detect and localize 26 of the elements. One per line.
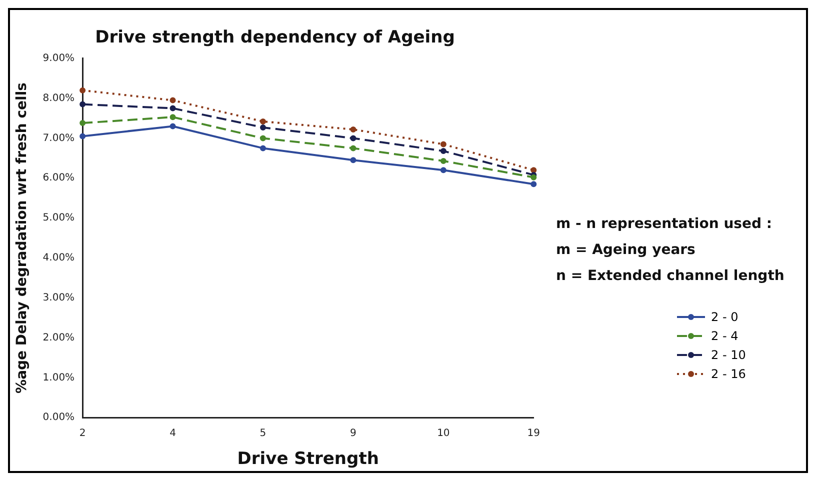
x-tick-label: 10 [437,428,450,440]
x-tick-label: 9 [350,428,356,440]
x-tick-label: 19 [527,428,540,440]
y-tick-label: 6.00% [42,172,75,184]
chart-title: Drive strength dependency of Ageing [95,28,455,48]
y-tick-label: 9.00% [42,52,75,64]
legend-label: 2 - 10 [711,348,746,362]
x-tick-label: 2 [79,428,86,440]
y-tick-label: 7.00% [42,132,75,144]
y-tick-label: 2.00% [42,332,75,344]
text: n = Extended channel length [556,268,784,284]
legend-label: 2 - 16 [711,366,746,380]
legend-label: 2 - 0 [711,310,738,324]
legend-label: 2 - 4 [711,328,738,342]
y-tick-label: 1.00% [42,372,75,384]
y-tick-label: 8.00% [42,92,75,104]
x-tick-label: 5 [260,428,266,440]
y-tick-label: 5.00% [42,212,75,224]
y-tick-label: 0.00% [42,412,75,424]
text: m - n representation used : [556,216,773,232]
text: m = Ageing years [556,242,696,258]
y-tick-label: 3.00% [42,292,75,304]
y-axis-title: %age Delay degradation wrt fresh cells [14,82,30,394]
y-tick-label: 4.00% [42,252,75,264]
x-tick-label: 4 [170,428,176,440]
x-axis-title: Drive Strength [237,449,379,470]
